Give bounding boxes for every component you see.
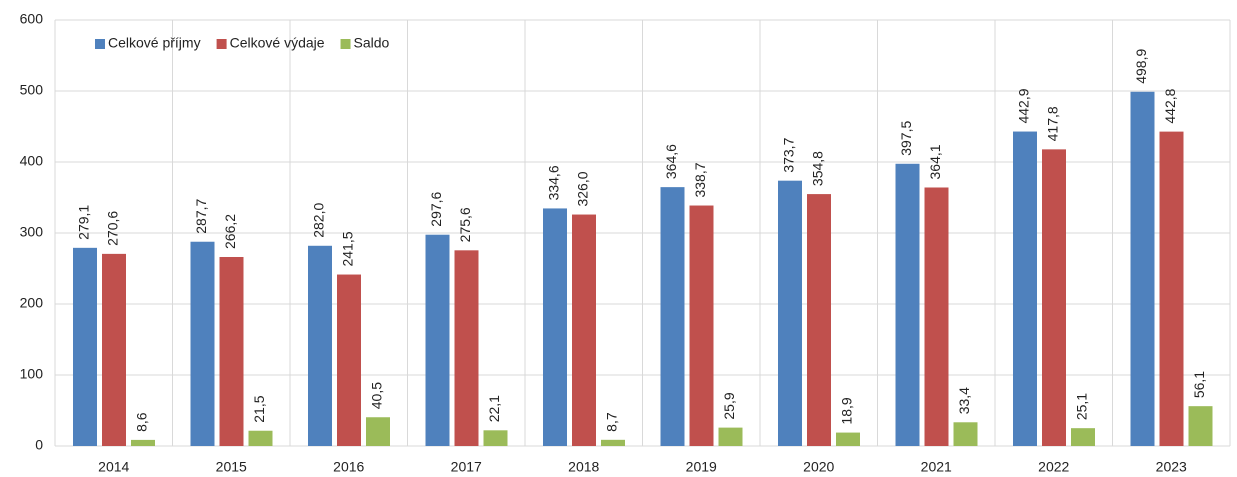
bar (308, 245, 332, 446)
data-label: 18,9 (839, 397, 855, 424)
x-tick-label: 2015 (216, 459, 247, 475)
bar (248, 430, 273, 446)
x-tick-label: 2018 (568, 459, 599, 475)
data-label: 397,5 (898, 121, 914, 156)
bar (219, 256, 244, 446)
data-label: 334,6 (546, 165, 562, 200)
data-label: 33,4 (956, 387, 972, 414)
bar (425, 234, 450, 446)
y-tick-label: 500 (20, 82, 44, 98)
bar (953, 422, 978, 446)
data-label: 326,0 (575, 171, 591, 206)
data-label: 442,9 (1016, 88, 1032, 123)
legend-swatch (216, 39, 227, 49)
data-label: 8,7 (604, 412, 620, 432)
x-tick-label: 2019 (686, 459, 717, 475)
data-label: 56,1 (1191, 371, 1207, 398)
bar (337, 274, 361, 446)
bar (924, 187, 949, 446)
data-label: 40,5 (369, 382, 385, 409)
data-label: 270,6 (105, 211, 121, 246)
bar (102, 253, 126, 446)
x-tick-label: 2023 (1156, 459, 1187, 475)
legend-swatch (95, 39, 105, 49)
bar (778, 180, 802, 446)
bar (366, 417, 390, 446)
x-tick-label: 2014 (98, 459, 129, 475)
x-tick-label: 2020 (803, 459, 834, 475)
y-tick-label: 600 (20, 11, 44, 27)
y-tick-label: 400 (20, 153, 44, 169)
bar (807, 194, 831, 446)
data-label: 338,7 (692, 162, 708, 197)
data-label: 8,6 (134, 412, 150, 432)
y-tick-label: 300 (20, 224, 44, 240)
y-tick-label: 0 (35, 437, 43, 453)
data-label: 241,5 (340, 231, 356, 266)
data-label: 25,1 (1074, 393, 1090, 420)
bar (601, 439, 625, 446)
legend-label: Saldo (354, 35, 390, 51)
data-label: 417,8 (1045, 106, 1061, 141)
x-tick-label: 2016 (333, 459, 364, 475)
data-label: 279,1 (76, 205, 92, 240)
data-label: 282,0 (311, 203, 327, 238)
bar (543, 208, 567, 446)
data-label: 364,6 (663, 144, 679, 179)
data-label: 297,6 (428, 191, 444, 226)
bar (1188, 406, 1213, 446)
bar (718, 427, 743, 446)
data-label: 21,5 (251, 395, 267, 422)
data-label: 442,8 (1162, 88, 1178, 123)
y-tick-label: 200 (20, 295, 44, 311)
bar (1130, 91, 1155, 446)
bar (190, 241, 215, 446)
y-tick-label: 100 (20, 366, 44, 382)
bar (660, 187, 685, 446)
data-label: 266,2 (222, 214, 238, 249)
data-label: 287,7 (193, 198, 209, 233)
data-label: 364,1 (927, 144, 943, 179)
legend-label: Celkové příjmy (108, 35, 201, 51)
legend-label: Celkové výdaje (230, 35, 325, 51)
x-tick-label: 2017 (451, 459, 482, 475)
data-label: 354,8 (810, 151, 826, 186)
bar (1071, 428, 1095, 446)
bar (895, 163, 920, 446)
bar (689, 205, 714, 446)
data-label: 275,6 (457, 207, 473, 242)
bar (1159, 131, 1184, 446)
bar (131, 439, 155, 446)
bar (454, 250, 479, 446)
bar (483, 430, 508, 446)
data-label: 25,9 (721, 392, 737, 419)
bar (1013, 131, 1037, 446)
data-label: 22,1 (486, 395, 502, 422)
legend-swatch (340, 39, 351, 49)
x-tick-label: 2022 (1038, 459, 1069, 475)
bar (1042, 149, 1066, 446)
data-label: 498,9 (1133, 49, 1149, 84)
bar (572, 214, 596, 446)
x-tick-label: 2021 (921, 459, 952, 475)
bar (73, 247, 97, 446)
data-label: 373,7 (781, 137, 797, 172)
bar (836, 432, 860, 446)
